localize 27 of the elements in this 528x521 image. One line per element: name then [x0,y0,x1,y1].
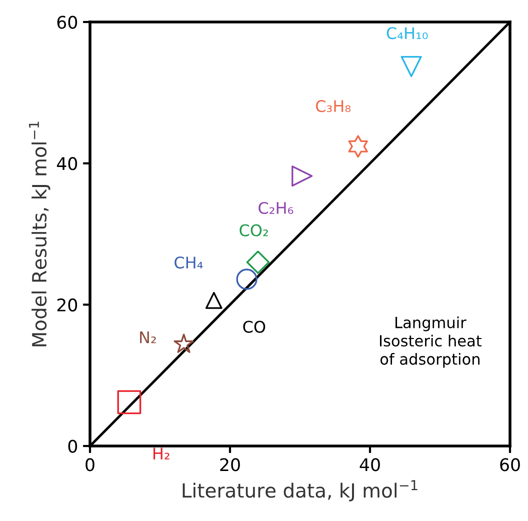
point [246,250,270,274]
series-label: CO₂ [240,224,268,236]
point [117,390,142,414]
point [292,165,313,187]
series-label: CO [243,320,266,333]
series-label: C₄H₁₀ [386,27,428,40]
x-tick-label: 60 [500,458,520,472]
x-tick-label: 40 [360,458,380,472]
series-label: C₂H₆ [258,202,294,214]
y-tick-label: 40 [56,157,78,170]
point [400,56,422,78]
series-label: N₂ [140,331,156,344]
series-label: C₃H₈ [316,100,351,112]
x-tick-label: 20 [220,458,240,472]
point [348,135,368,158]
x-axis-title: Literature data, kJ mol$^{−1}$ [182,480,418,502]
point [236,268,258,290]
text: H₂ [154,448,170,460]
annotation: Langmuir Isosteric heat of adsorption [380,316,482,368]
point [205,292,222,309]
y-tick-label: 20 [57,298,78,312]
x-tick-label: 0 [86,458,94,472]
y-axis-title: Model Results, kJ mol$^{−1}$ [28,122,50,346]
y-tick-label: 0 [68,440,78,453]
y-tick-label: 60 [57,16,78,29]
point [174,334,194,353]
text: CH₄ [174,256,203,269]
